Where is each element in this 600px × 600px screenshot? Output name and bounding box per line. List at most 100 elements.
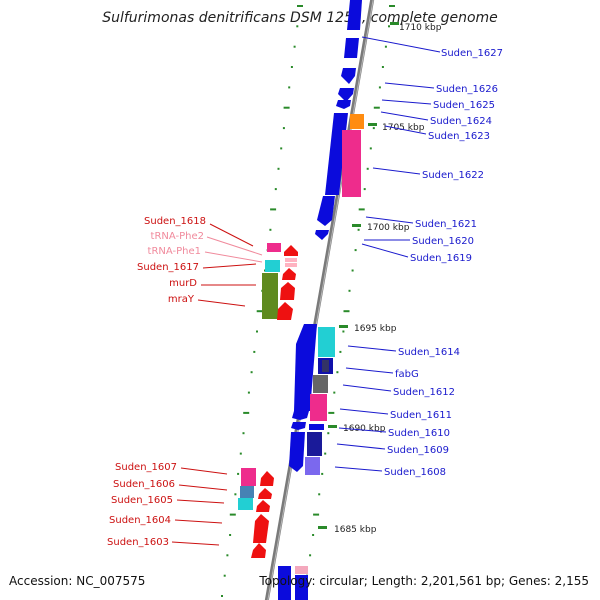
gene-trna-phe1-block[interactable] bbox=[285, 263, 297, 267]
tick-dot bbox=[343, 310, 350, 313]
tick-dot bbox=[234, 493, 237, 496]
gene-label[interactable]: Suden_1621 bbox=[415, 219, 477, 230]
tick-dot bbox=[288, 86, 291, 89]
gene-suden-1605-arrow[interactable] bbox=[256, 500, 270, 512]
gene-suden-1603-arrow[interactable] bbox=[251, 543, 266, 558]
gene-suden-1623-block[interactable] bbox=[342, 130, 361, 197]
genome-backbone-highlight bbox=[267, 0, 374, 600]
tick-dot bbox=[324, 452, 327, 455]
tick-dot bbox=[378, 86, 381, 89]
kbp-tick-label: 1710 kbp bbox=[399, 23, 442, 33]
gene-label[interactable]: Suden_1622 bbox=[422, 170, 484, 181]
gene-murd-arrow[interactable] bbox=[280, 282, 295, 300]
gene-label[interactable]: Suden_1619 bbox=[410, 253, 472, 264]
gene-suden-1606-arrow[interactable] bbox=[258, 488, 272, 499]
gene-suden-1622-arrow[interactable] bbox=[317, 196, 335, 226]
gene-label[interactable]: Suden_1626 bbox=[436, 84, 498, 95]
kbp-tick-mark bbox=[328, 425, 337, 428]
gene-label[interactable]: tRNA-Phe2 bbox=[151, 231, 204, 242]
gene-suden-1614-arrow[interactable] bbox=[294, 324, 317, 411]
gene-suden-1618-arrow[interactable] bbox=[284, 245, 298, 256]
gene-murd-block[interactable] bbox=[262, 273, 278, 319]
gene-suden-1626-arrow[interactable] bbox=[341, 68, 356, 84]
gene-label[interactable]: Suden_1627 bbox=[441, 48, 503, 59]
tick-dot bbox=[250, 371, 253, 374]
forward-strand-genes bbox=[278, 0, 364, 600]
gene-suden-1610-arrow[interactable] bbox=[291, 422, 306, 430]
gene-label[interactable]: Suden_1606 bbox=[113, 479, 175, 490]
gene-label[interactable]: Suden_1605 bbox=[111, 495, 173, 506]
gene-suden-1609-block[interactable] bbox=[307, 432, 322, 456]
gene-suden-1611-block[interactable] bbox=[310, 394, 327, 421]
gene-label[interactable]: Suden_1623 bbox=[428, 131, 490, 142]
leader-line bbox=[365, 216, 414, 224]
gene-bottom-forward-block[interactable] bbox=[295, 575, 308, 600]
leader-line bbox=[206, 236, 263, 256]
gene-label[interactable]: Suden_1624 bbox=[430, 116, 492, 127]
gene-bottom-forward-block[interactable] bbox=[295, 566, 308, 574]
gene-label[interactable]: Suden_1610 bbox=[388, 428, 450, 439]
gene-suden-1608-block[interactable] bbox=[305, 457, 320, 475]
tick-dot bbox=[363, 188, 366, 191]
gene-suden-1606-block[interactable] bbox=[240, 486, 254, 498]
gene-suden-1627-arrow[interactable] bbox=[344, 38, 359, 58]
gene-suden-1624-arrow[interactable] bbox=[336, 100, 351, 109]
kbp-tick-label: 1685 kbp bbox=[334, 525, 377, 535]
leader-line bbox=[204, 251, 263, 263]
gene-label[interactable]: Suden_1608 bbox=[384, 467, 446, 478]
gene-bottom-forward-block[interactable] bbox=[278, 566, 291, 600]
gene-suden-1617-arrow[interactable] bbox=[282, 268, 296, 280]
tick-dot bbox=[280, 147, 283, 150]
gene-suden-1607-block[interactable] bbox=[241, 468, 256, 486]
gene-suden-1625-arrow[interactable] bbox=[338, 88, 354, 102]
tick-dot bbox=[256, 330, 258, 333]
gene-suden-1605-block[interactable] bbox=[238, 498, 253, 510]
gene-suden-1607-arrow[interactable] bbox=[260, 471, 274, 486]
gene-label[interactable]: Suden_1611 bbox=[390, 410, 452, 421]
gene-label[interactable]: fabG bbox=[395, 369, 419, 380]
leader-line bbox=[336, 443, 386, 450]
kbp-tick-mark bbox=[318, 526, 327, 529]
gene-trna-phe2-block[interactable] bbox=[285, 258, 297, 262]
gene-label[interactable]: Suden_1607 bbox=[115, 462, 177, 473]
gene-suden-1610-block[interactable] bbox=[309, 424, 324, 430]
leader-line bbox=[347, 345, 397, 352]
gene-label[interactable]: mraY bbox=[168, 294, 195, 305]
leader-line bbox=[339, 408, 389, 415]
gene-label[interactable]: Suden_1618 bbox=[144, 216, 206, 227]
gene-suden-1621-arrow[interactable] bbox=[315, 230, 329, 240]
leader-line bbox=[178, 484, 228, 491]
gene-label[interactable]: Suden_1617 bbox=[137, 262, 199, 273]
gene-label[interactable]: Suden_1609 bbox=[387, 445, 449, 456]
gene-suden-1624-block[interactable] bbox=[350, 114, 364, 129]
gene-suden-1609-arrow[interactable] bbox=[289, 432, 305, 472]
kbp-tick-mark bbox=[368, 123, 377, 126]
leader-line bbox=[338, 427, 387, 433]
leader-line bbox=[209, 223, 254, 247]
tick-dot bbox=[351, 269, 354, 272]
gene-suden-1617-block[interactable] bbox=[265, 260, 280, 272]
leader-line bbox=[372, 167, 421, 175]
gene-suden-1618-block[interactable] bbox=[267, 243, 281, 252]
kbp-tick-label: 1700 kbp bbox=[367, 223, 410, 233]
gene-fabg-inner-block[interactable] bbox=[322, 360, 329, 372]
gene-suden-1611-arrow[interactable] bbox=[292, 411, 309, 420]
leader-line bbox=[334, 466, 383, 472]
gene-label[interactable]: Suden_1612 bbox=[393, 387, 455, 398]
tick-dot bbox=[253, 350, 256, 353]
gene-label[interactable]: murD bbox=[169, 278, 197, 289]
gene-suden-1612-block[interactable] bbox=[313, 375, 328, 393]
left-leader-lines bbox=[171, 223, 263, 546]
gene-label[interactable]: Suden_1614 bbox=[398, 347, 460, 358]
gene-suden-1604-arrow[interactable] bbox=[253, 514, 269, 543]
gene-suden-1628-arrow[interactable] bbox=[347, 0, 362, 30]
gene-label[interactable]: Suden_1604 bbox=[109, 515, 171, 526]
gene-label[interactable]: tRNA-Phe1 bbox=[148, 246, 201, 257]
gene-label[interactable]: Suden_1603 bbox=[107, 537, 169, 548]
gene-suden-1614-block[interactable] bbox=[318, 327, 335, 357]
gene-mray-arrow[interactable] bbox=[277, 302, 293, 320]
gene-label[interactable]: Suden_1625 bbox=[433, 100, 495, 111]
gene-label[interactable]: Suden_1620 bbox=[412, 236, 474, 247]
kbp-tick-label: 1705 kbp bbox=[382, 123, 425, 133]
